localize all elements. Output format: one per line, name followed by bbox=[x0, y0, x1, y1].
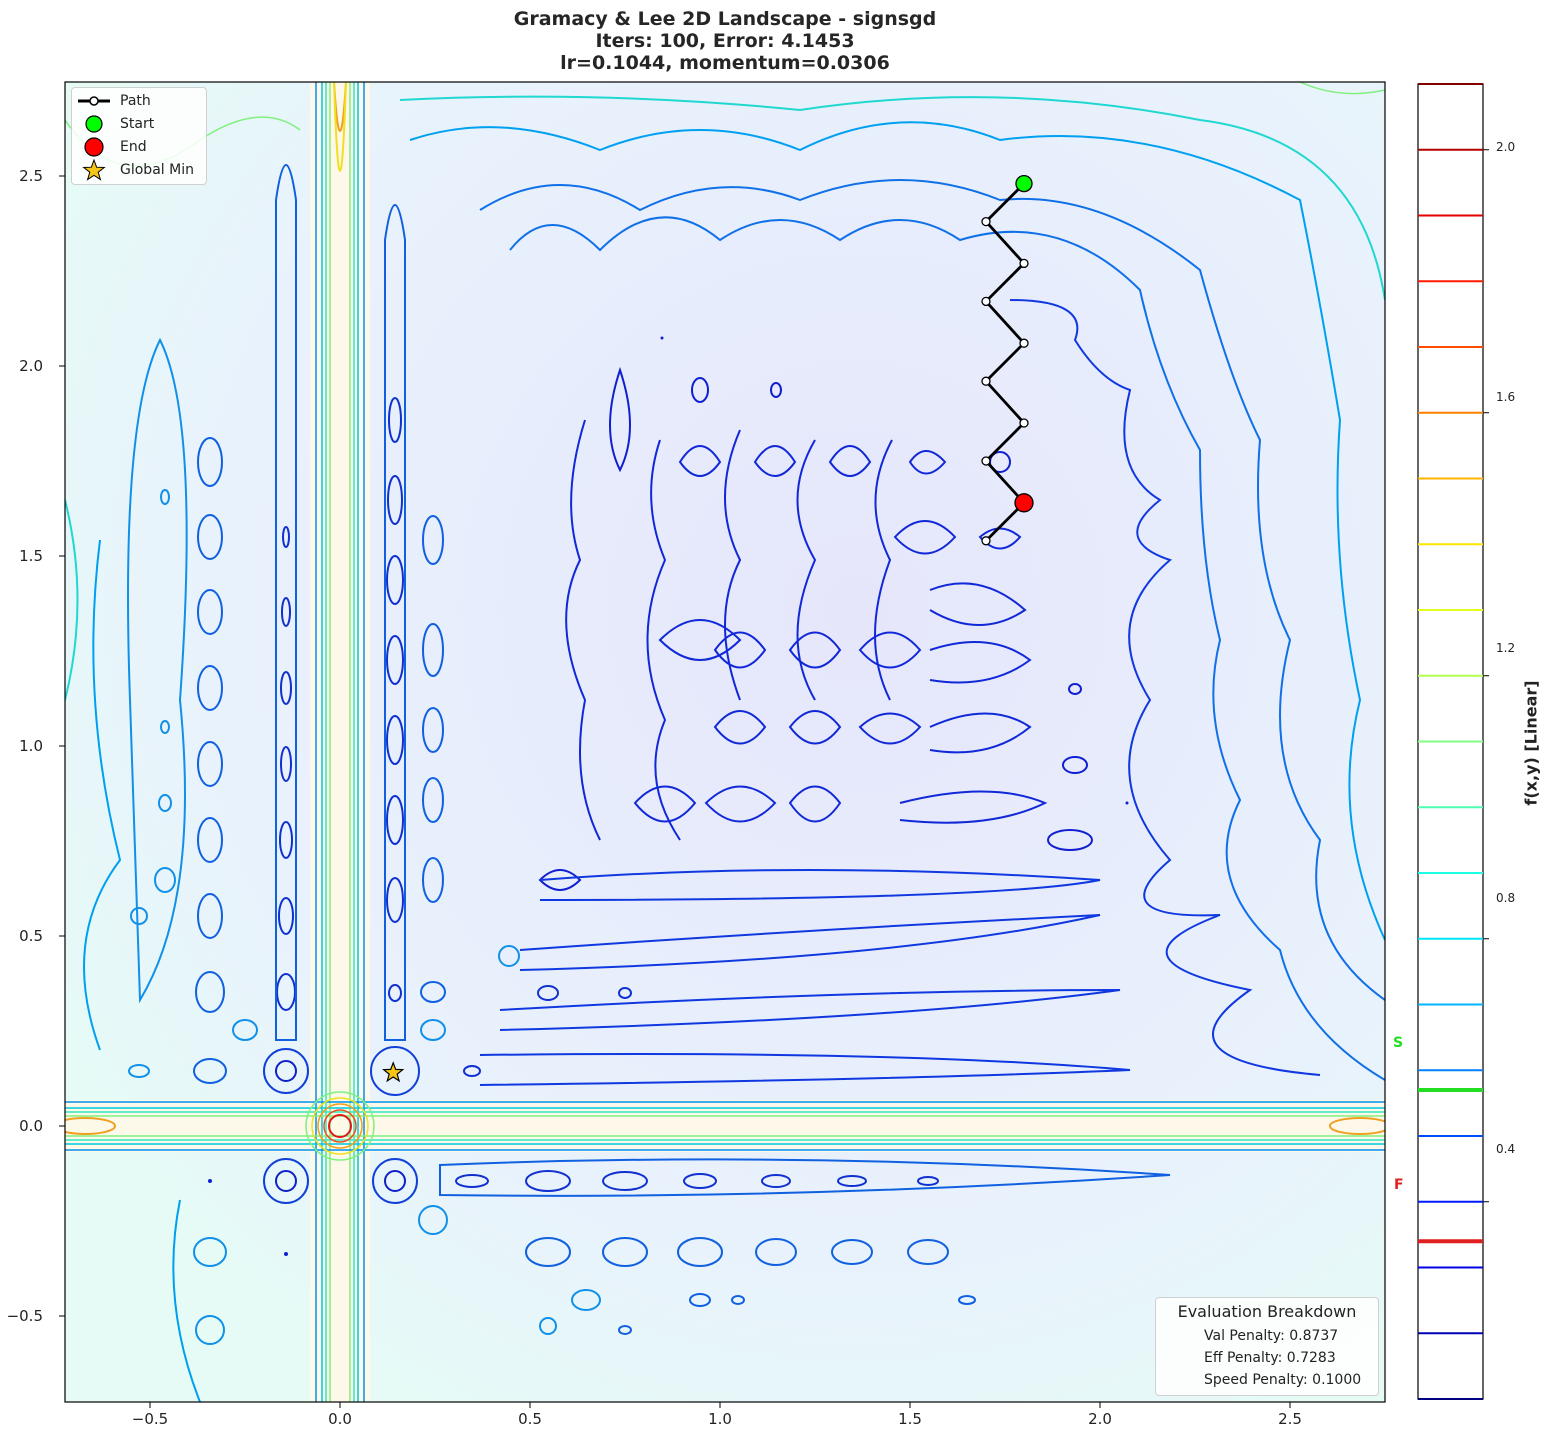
start-marker bbox=[1015, 174, 1033, 193]
colorbar-tick-label: 1.6 bbox=[1496, 390, 1516, 404]
x-tick-label: 1.5 bbox=[898, 1410, 922, 1428]
eff-penalty: Eff Penalty: 0.7283 bbox=[1204, 1350, 1336, 1366]
y-tick-label: 2.0 bbox=[19, 357, 43, 375]
path-point-marker bbox=[1019, 338, 1029, 348]
y-tick-label: 0.0 bbox=[19, 1117, 43, 1135]
plot-background bbox=[65, 82, 1385, 1402]
x-tick-label: 0.5 bbox=[518, 1410, 542, 1428]
legend-label: Path bbox=[120, 93, 151, 109]
x-tick-label: 0.0 bbox=[328, 1410, 352, 1428]
legend-item-end: End bbox=[72, 136, 147, 158]
evaluation-title: Evaluation Breakdown bbox=[1177, 1302, 1357, 1321]
legend: Path Start End Global Min bbox=[71, 87, 207, 185]
end-circle-icon bbox=[72, 136, 118, 158]
colorbar-tick-label: 2.0 bbox=[1496, 140, 1516, 154]
title-line-2: Iters: 100, Error: 4.1453 bbox=[595, 30, 855, 52]
axes-frame bbox=[64, 81, 1386, 1403]
colorbar bbox=[1417, 83, 1489, 1400]
legend-item-start: Start bbox=[72, 113, 154, 135]
chart-title: Gramacy & Lee 2D Landscape - signsgd Ite… bbox=[0, 8, 1450, 74]
colorbar-tick-label: 0.4 bbox=[1496, 1142, 1516, 1156]
colorbar-tick-label: 1.2 bbox=[1496, 641, 1516, 655]
final-value-marker: F bbox=[1394, 1177, 1404, 1193]
colorbar-title: f(x,y) [Linear] bbox=[1521, 680, 1541, 806]
path-line-icon bbox=[72, 90, 118, 112]
x-tick-label: 1.0 bbox=[708, 1410, 732, 1428]
contour-lines bbox=[65, 82, 1385, 1402]
x-tick-label: 2.5 bbox=[1278, 1410, 1302, 1428]
path-point-marker bbox=[981, 376, 991, 386]
start-circle-icon bbox=[72, 113, 118, 135]
x-tick-label: 2.0 bbox=[1088, 1410, 1112, 1428]
path-point-marker bbox=[981, 456, 991, 466]
legend-item-global-min: Global Min bbox=[72, 158, 194, 181]
optimization-path bbox=[382, 174, 1034, 1083]
y-tick-label: 2.5 bbox=[19, 167, 43, 185]
y-tick-label: −0.5 bbox=[6, 1307, 43, 1325]
speed-penalty: Speed Penalty: 0.1000 bbox=[1204, 1372, 1362, 1388]
path-point-marker bbox=[981, 536, 991, 546]
colorbar-tick-label: 0.8 bbox=[1496, 891, 1516, 905]
legend-label: End bbox=[120, 139, 147, 155]
y-tick-label: 0.5 bbox=[19, 927, 43, 945]
start-value-marker: S bbox=[1393, 1035, 1404, 1051]
path-point-marker bbox=[1019, 418, 1029, 428]
star-icon bbox=[72, 158, 118, 181]
end-marker bbox=[1014, 493, 1034, 513]
global-min-star-icon bbox=[382, 1061, 405, 1083]
evaluation-breakdown-box: Evaluation Breakdown Val Penalty: 0.8737… bbox=[1155, 1297, 1379, 1396]
y-tick-label: 1.5 bbox=[19, 547, 43, 565]
val-penalty: Val Penalty: 0.8737 bbox=[1204, 1328, 1339, 1344]
path-point-marker bbox=[981, 216, 991, 227]
legend-label: Global Min bbox=[120, 162, 194, 178]
x-tick-label: −0.5 bbox=[131, 1410, 169, 1428]
title-line-1: Gramacy & Lee 2D Landscape - signsgd bbox=[513, 8, 937, 30]
path-point-marker bbox=[1019, 258, 1029, 269]
legend-label: Start bbox=[120, 116, 155, 132]
legend-item-path: Path bbox=[72, 90, 151, 112]
y-tick-label: 1.0 bbox=[19, 737, 43, 755]
title-line-3: lr=0.1044, momentum=0.0306 bbox=[560, 52, 890, 74]
path-point-marker bbox=[981, 296, 991, 307]
